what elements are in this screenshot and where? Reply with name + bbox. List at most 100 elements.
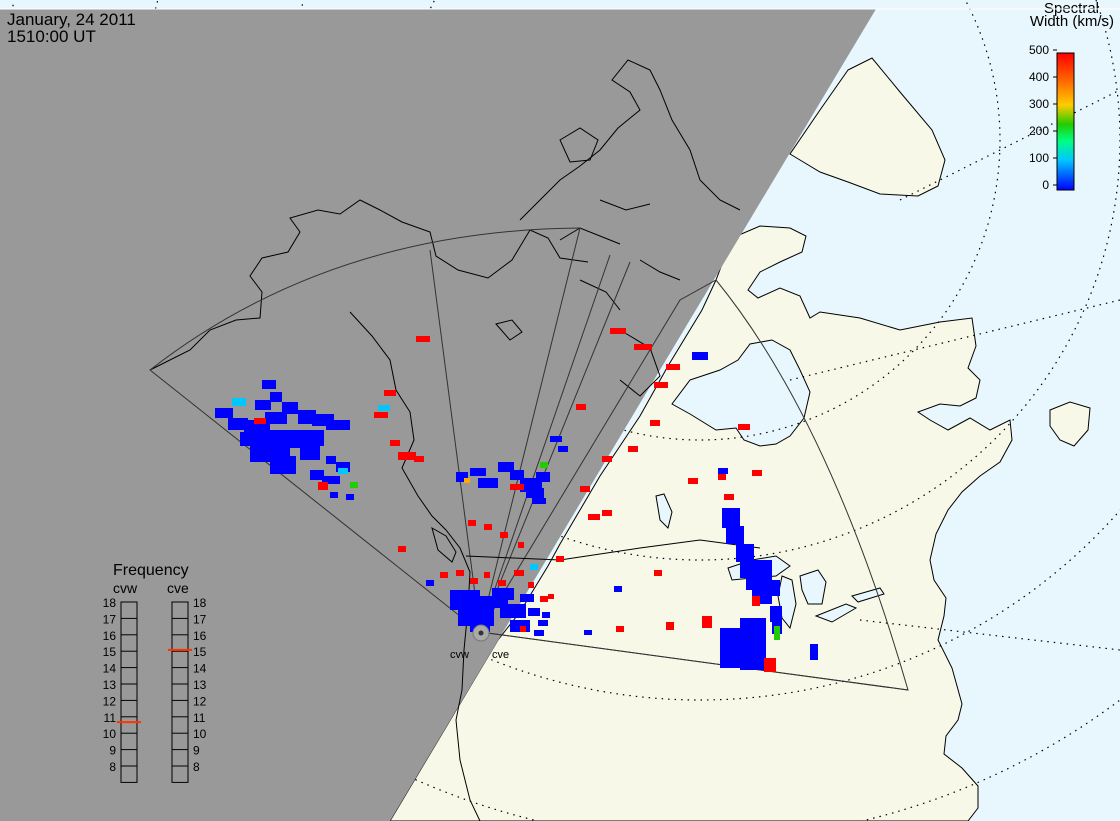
echo-cell [718, 474, 726, 480]
fov-beam-4 [479, 631, 909, 691]
fov-beam-3 [479, 261, 631, 633]
echo-cell [384, 390, 396, 396]
echo-cell [738, 424, 750, 430]
echo-cell [374, 412, 388, 418]
echo-cell [532, 498, 546, 504]
echo-cell [538, 620, 548, 626]
echo-cell [426, 580, 434, 586]
lake-huron [799, 569, 827, 605]
frequency-tick-label-cve: 10 [193, 727, 207, 741]
colorbar-gradient [1056, 52, 1075, 191]
echo-cell [326, 420, 350, 430]
echo-cell [416, 336, 430, 342]
colorbar-tick-0: 0 [1042, 178, 1049, 192]
date-label: January, 24 2011 [7, 10, 136, 29]
echo-cell [528, 608, 540, 616]
frequency-east-label: cve [167, 580, 189, 596]
echo-cell [492, 588, 514, 600]
echo-cell [724, 494, 734, 500]
lake-ontario [851, 587, 885, 603]
echo-cell [290, 430, 324, 446]
canada-us-border [465, 539, 761, 561]
echo-cell [398, 546, 406, 552]
echo-cell [548, 594, 554, 599]
echo-cell [576, 404, 586, 410]
echo-cell [326, 456, 336, 464]
echo-cell [536, 472, 550, 482]
echo-cell [726, 526, 744, 544]
echo-cell [634, 344, 652, 350]
echo-cell [336, 462, 350, 472]
echo-cell [774, 626, 780, 640]
frequency-tick-label-cvw: 14 [103, 662, 117, 676]
echo-cell [702, 616, 712, 628]
echo-cell [300, 446, 320, 460]
fov-beam-2 [479, 254, 611, 633]
echo-cell [322, 476, 340, 484]
newfoundland [1049, 401, 1091, 447]
echo-cell [338, 468, 348, 474]
echo-cell [534, 630, 544, 636]
echo-cell [498, 462, 514, 472]
echo-cell [232, 398, 246, 406]
echo-cell [270, 456, 296, 474]
echo-cell [514, 570, 524, 576]
echo-cell [650, 420, 660, 426]
echo-cell [510, 470, 524, 480]
echo-cell [350, 482, 358, 488]
fov-beam-1 [429, 249, 481, 633]
echo-cell [740, 560, 760, 578]
echo-cell [215, 408, 233, 418]
echo-cell [500, 604, 526, 618]
echo-cell [602, 456, 612, 462]
frequency-tick-label-cve: 11 [193, 711, 206, 725]
echo-cell [398, 452, 416, 460]
vancouver-island [431, 526, 457, 563]
echo-cell [756, 560, 772, 580]
echo-cell [330, 492, 338, 498]
echo-cell [692, 352, 708, 360]
echo-cell [270, 392, 282, 402]
echo-cell [528, 582, 534, 588]
colorbar-tick-100: 100 [1029, 151, 1049, 165]
frequency-tick-label-cvw: 11 [104, 711, 117, 725]
echo-cell [346, 494, 354, 500]
echo-cell [736, 544, 754, 562]
echo-cell [484, 524, 492, 530]
fov-east-outline [479, 279, 909, 691]
radar-fov-outlines [149, 227, 909, 691]
echo-cell [752, 470, 762, 476]
echo-cell [610, 328, 626, 334]
frequency-tick-label-cvw: 8 [109, 760, 116, 774]
echo-cell [550, 436, 562, 442]
fov-west-outline [149, 227, 581, 633]
echo-cell [584, 630, 592, 635]
echo-cell [588, 514, 600, 520]
frequency-scale: 18 18 17 17 16 16 15 15 14 14 13 13 12 12 11 11 10 10 9 9 8 8 [103, 596, 207, 783]
colorbar-tick-500: 500 [1029, 43, 1049, 57]
echo-cell [666, 364, 680, 370]
echo-cell [414, 456, 424, 462]
echo-cell [654, 382, 668, 388]
echo-cell [456, 570, 464, 576]
frequency-scale-box-cvw [120, 601, 138, 783]
radar-site: cvw cve [450, 624, 509, 661]
echo-cell [526, 488, 544, 498]
echo-cell [530, 564, 538, 570]
echo-cell [298, 410, 316, 424]
echo-cell [265, 412, 287, 424]
echo-cell [470, 468, 486, 476]
frequency-scale-box-cve [171, 601, 189, 783]
echo-cell [580, 486, 590, 492]
frequency-title: Frequency [113, 562, 189, 579]
frequency-tick-label-cvw: 16 [103, 629, 117, 643]
colorbar-title-line2: Width (km/s) [1030, 13, 1114, 30]
frequency-tick-label-cvw: 13 [103, 678, 117, 692]
echo-cell [520, 626, 526, 632]
colorbar-tick-labels: 500 400 300 200 100 0 [1029, 43, 1049, 192]
arctic-islands [519, 59, 741, 311]
frequency-tick-label-cvw: 17 [103, 612, 117, 626]
echo-cell [440, 572, 448, 578]
radar-site-center-dot [478, 630, 484, 636]
